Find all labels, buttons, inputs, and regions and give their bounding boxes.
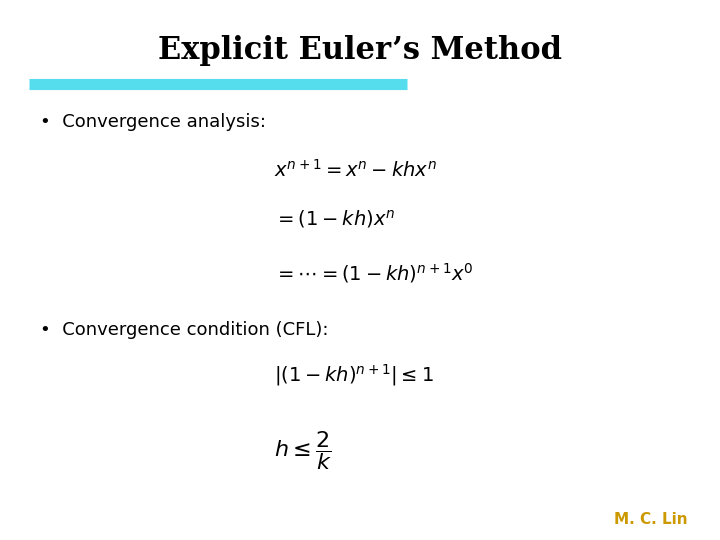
Text: $= \cdots = (1 - kh)^{n+1}x^0$: $= \cdots = (1 - kh)^{n+1}x^0$ xyxy=(274,261,473,285)
Text: $x^{n+1} = x^n - khx^n$: $x^{n+1} = x^n - khx^n$ xyxy=(274,159,436,181)
Text: M. C. Lin: M. C. Lin xyxy=(614,511,688,526)
Text: $= (1 - kh)x^n$: $= (1 - kh)x^n$ xyxy=(274,208,395,230)
Text: Explicit Euler’s Method: Explicit Euler’s Method xyxy=(158,35,562,66)
Text: $|(1 - kh)^{n+1}| \leq 1$: $|(1 - kh)^{n+1}| \leq 1$ xyxy=(274,362,433,388)
Text: •  Convergence condition (CFL):: • Convergence condition (CFL): xyxy=(40,321,328,339)
Text: •  Convergence analysis:: • Convergence analysis: xyxy=(40,113,266,131)
Text: $h \leq \dfrac{2}{k}$: $h \leq \dfrac{2}{k}$ xyxy=(274,429,332,472)
